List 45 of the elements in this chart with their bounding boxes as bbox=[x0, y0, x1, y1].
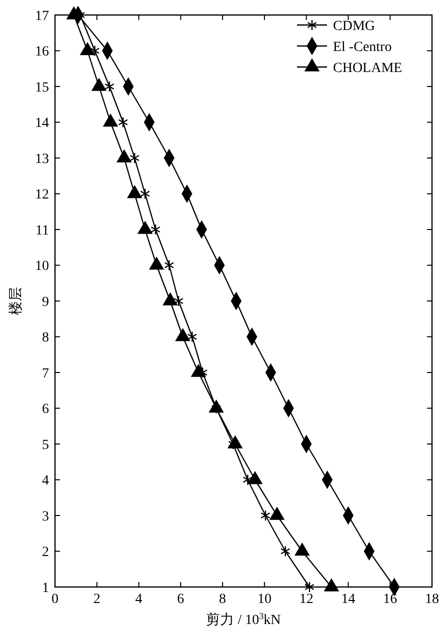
point bbox=[242, 474, 253, 486]
point bbox=[260, 510, 270, 522]
x-tick-label: 8 bbox=[219, 592, 226, 607]
x-tick-label: 14 bbox=[341, 592, 356, 607]
y-tick-label: 16 bbox=[35, 44, 49, 60]
legend-label: CDMG bbox=[333, 18, 376, 34]
legend-label: El -Centro bbox=[333, 40, 392, 55]
point bbox=[104, 80, 114, 92]
y-tick-label: 5 bbox=[42, 438, 49, 453]
x-tick-label: 4 bbox=[135, 592, 142, 607]
x-axis-title: 剪力 / 10$^{3}$kN bbox=[206, 611, 281, 628]
point bbox=[118, 116, 128, 128]
y-tick-label: 11 bbox=[36, 223, 49, 238]
x-tick-label: 2 bbox=[93, 592, 100, 607]
y-tick-label: 14 bbox=[35, 116, 49, 132]
y-tick-label: 17 bbox=[35, 8, 49, 24]
point bbox=[187, 331, 198, 342]
y-tick-label: 8 bbox=[42, 330, 49, 346]
y-tick-label: 9 bbox=[42, 294, 49, 310]
y-tick-label: 13 bbox=[35, 152, 49, 167]
y-tick-label: 7 bbox=[42, 366, 49, 382]
point bbox=[140, 188, 150, 200]
x-tick-label: 18 bbox=[425, 592, 439, 607]
point bbox=[174, 295, 184, 307]
y-tick-label: 1 bbox=[42, 580, 49, 596]
point bbox=[304, 581, 314, 593]
point bbox=[150, 224, 160, 236]
y-tick-label: 10 bbox=[35, 259, 49, 274]
y-axis-title: 楼层 bbox=[8, 287, 24, 315]
y-tick-label: 2 bbox=[42, 545, 49, 560]
point bbox=[90, 45, 100, 56]
x-tick-label: 12 bbox=[299, 592, 314, 607]
y-tick-label: 4 bbox=[42, 474, 49, 489]
legend-label: CHOLAME bbox=[333, 60, 402, 76]
point bbox=[130, 152, 140, 164]
y-tick-label: 12 bbox=[35, 188, 49, 203]
x-tick-label: 16 bbox=[383, 592, 398, 607]
x-tick-label: 10 bbox=[257, 592, 272, 607]
point bbox=[280, 546, 290, 557]
point bbox=[164, 260, 174, 271]
x-tick-label: 6 bbox=[177, 592, 184, 607]
x-tick-label: 0 bbox=[52, 592, 58, 607]
y-tick-label: 6 bbox=[42, 402, 49, 418]
y-tick-label: 15 bbox=[35, 80, 49, 96]
y-tick-label: 3 bbox=[42, 509, 49, 524]
